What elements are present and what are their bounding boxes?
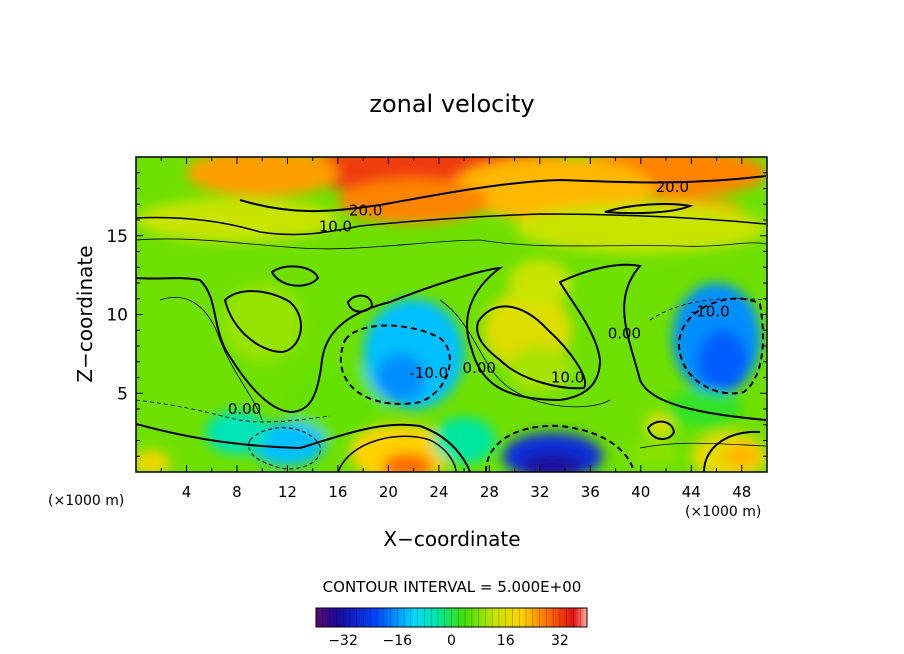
contour-20-upper [239, 175, 767, 213]
contour-0-lower [136, 423, 471, 472]
y-axis: 5 10 15 [106, 172, 767, 457]
x-unit-right: (×1000 m) [685, 504, 761, 520]
y-tick-label: 10 [106, 306, 128, 326]
x-tick-label: 44 [682, 483, 701, 501]
colorbar-gradient [316, 608, 587, 627]
contour-label: 0.00 [228, 400, 261, 418]
contour-small-top [346, 294, 374, 313]
contour-5-upper [136, 238, 767, 250]
field-region [508, 259, 572, 307]
colorbar-tick-label: −32 [328, 633, 358, 649]
contour-label: 0.00 [608, 324, 641, 342]
field-region [205, 410, 269, 455]
contour-label: -10.0 [409, 364, 448, 382]
x-tick-label: 20 [379, 483, 398, 501]
contour-10-bottom-right [703, 430, 761, 472]
colorbar-tick-label: 32 [551, 633, 569, 649]
field-region [514, 202, 767, 254]
x-tick-label: 36 [581, 483, 600, 501]
contour-label: -10.0 [691, 302, 730, 320]
field-region [221, 283, 303, 362]
contour-small-right [646, 420, 676, 440]
contour-thin-bottom-right [639, 442, 767, 449]
field-region [375, 353, 427, 402]
contour-10-bottom [337, 435, 457, 472]
colorbar-frame [315, 607, 588, 628]
y-tick-label: 5 [117, 384, 128, 404]
contour-10-upper [136, 213, 767, 236]
contour-neg10-center [339, 324, 451, 405]
y-tick-label: 15 [106, 227, 128, 247]
field-region [382, 453, 433, 472]
field-region [287, 361, 389, 441]
contour-label: 20.0 [349, 202, 382, 220]
contour-neg10-right [678, 297, 764, 395]
contour-thin-middle [439, 299, 611, 408]
x-tick-label: 48 [732, 483, 751, 501]
x-unit-left: (×1000 m) [48, 493, 124, 509]
contour-small-upper-left [270, 265, 320, 287]
field-region [666, 390, 742, 428]
contour-interval-text: CONTOUR INTERVAL = 5.000E+00 [323, 578, 582, 596]
x-tick-label: 8 [232, 483, 242, 501]
contour-thin-left [159, 297, 263, 421]
field-region [722, 443, 761, 469]
x-tick-label: 12 [278, 483, 297, 501]
field-region [136, 197, 338, 243]
contour-label: 0.00 [463, 359, 496, 377]
contour-neg5-left [248, 427, 321, 470]
field-region [644, 412, 675, 438]
contour-0-main [136, 263, 767, 421]
contour-10-left [223, 290, 302, 354]
colorbar-tick-label: 16 [497, 633, 515, 649]
field-region [432, 416, 496, 465]
field-region [337, 179, 490, 224]
contour-label: 10.0 [319, 217, 352, 235]
x-tick-label: 32 [530, 483, 549, 501]
x-tick-label: 4 [182, 483, 192, 501]
colorbar: −32 −16 0 16 32 [315, 607, 588, 649]
contour-lines [136, 175, 767, 472]
contour-label: 10.0 [551, 369, 584, 387]
contour-10-middle [476, 305, 587, 390]
x-tick-label: 40 [631, 483, 650, 501]
field-region [508, 346, 572, 394]
x-tick-label: 16 [328, 483, 347, 501]
x-axis: 4 8 12 16 20 24 28 32 36 40 44 48 [160, 157, 751, 501]
contour-label: 20.0 [656, 178, 689, 196]
field-region [520, 454, 585, 472]
field-region [186, 157, 338, 197]
chart-title: zonal velocity [369, 90, 534, 118]
field-region [630, 437, 677, 469]
field-region [697, 330, 749, 394]
contour-20-lens [604, 203, 694, 215]
field-region [136, 449, 171, 472]
contour-thin-lower [136, 399, 331, 423]
colorbar-tick-label: 0 [447, 633, 456, 649]
colorbar-tick-label: −16 [383, 633, 413, 649]
contour-neg10-bottom [485, 424, 635, 472]
y-axis-label: Z−coordinate [73, 245, 97, 382]
x-axis-label: X−coordinate [383, 527, 520, 551]
x-tick-label: 24 [429, 483, 448, 501]
x-tick-label: 28 [480, 483, 499, 501]
